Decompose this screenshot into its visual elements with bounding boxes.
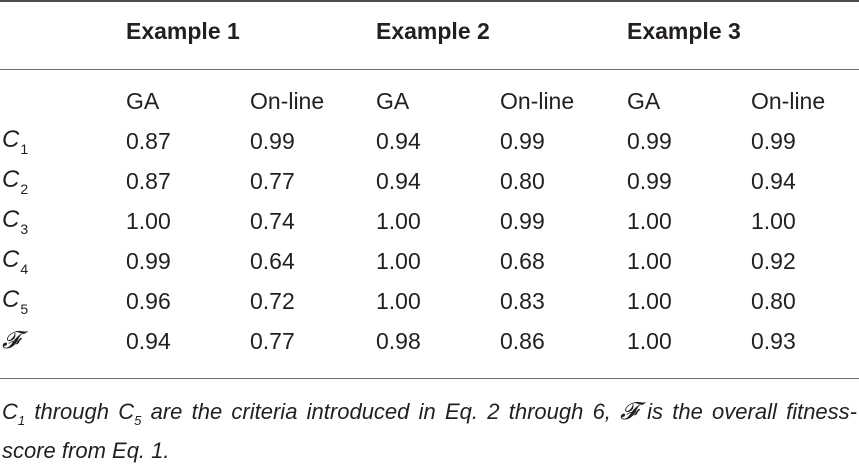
table-top-rule (0, 0, 859, 2)
table-cell: 0.94 (376, 168, 421, 194)
header-rule (0, 69, 859, 70)
row-label-subscript: 5 (20, 301, 29, 317)
table-cell: 1.00 (627, 248, 672, 274)
row-label-symbol: C (2, 126, 20, 153)
table-cell: 1.00 (627, 328, 672, 354)
table-cell: 1.00 (126, 208, 171, 234)
table-cell: 1.00 (627, 208, 672, 234)
footnote-f-symbol: 𝓕 (620, 397, 638, 425)
table-cell: 0.99 (126, 248, 171, 274)
table-cell: 1.00 (376, 288, 421, 314)
footnote-through: through (25, 399, 119, 424)
table-cell: 0.80 (751, 288, 796, 314)
row-label-5: C5 (2, 286, 28, 323)
table-cell: 1.00 (627, 288, 672, 314)
footnote-text-1: are the criteria introduced in Eq. 2 thr… (141, 399, 621, 424)
row-label-1: C1 (2, 126, 28, 163)
row-label-subscript: 3 (20, 221, 29, 237)
table-cell: 0.64 (250, 248, 295, 274)
table-bottom-rule (0, 378, 859, 379)
row-label-symbol: C (2, 166, 20, 193)
header-example-1: Example 1 (126, 18, 240, 44)
table-cell: 0.74 (250, 208, 295, 234)
table-cell: 1.00 (376, 248, 421, 274)
row-label-subscript: 2 (20, 181, 29, 197)
table-cell: 0.94 (126, 328, 171, 354)
table-cell: 0.72 (250, 288, 295, 314)
row-label-subscript: 4 (20, 261, 29, 277)
footnote-c1-sub: 1 (17, 413, 26, 428)
table-cell: 0.92 (751, 248, 796, 274)
table-cell: 0.99 (627, 168, 672, 194)
table-cell: 0.98 (376, 328, 421, 354)
table-cell: 0.86 (500, 328, 545, 354)
row-label-symbol: C (2, 206, 20, 233)
table-cell: 0.99 (627, 128, 672, 154)
table-cell: 0.80 (500, 168, 545, 194)
table-cell: 0.77 (250, 168, 295, 194)
row-label-symbol: C (2, 286, 20, 313)
header-example-3: Example 3 (627, 18, 741, 44)
header-example-2: Example 2 (376, 18, 490, 44)
table-cell: 0.87 (126, 168, 171, 194)
row-label-subscript: 1 (20, 141, 29, 157)
row-label-2: C2 (2, 166, 28, 203)
subheader-5: GA (627, 88, 661, 114)
subheader-3: GA (376, 88, 410, 114)
table-footnote: C1 through C5 are the criteria introduce… (2, 396, 857, 466)
table-cell: 0.99 (500, 208, 545, 234)
row-label-6: 𝓕 (2, 326, 20, 355)
subheader-4: On-line (500, 88, 575, 114)
table-cell: 0.99 (250, 128, 295, 154)
table-cell: 0.94 (751, 168, 796, 194)
row-label-symbol: C (2, 246, 20, 273)
table-cell: 0.68 (500, 248, 545, 274)
subheader-2: On-line (250, 88, 325, 114)
table-cell: 1.00 (751, 208, 796, 234)
table-cell: 0.83 (500, 288, 545, 314)
footnote-c5: C (118, 399, 135, 424)
subheader-1: GA (126, 88, 160, 114)
subheader-6: On-line (751, 88, 826, 114)
table-cell: 1.00 (376, 208, 421, 234)
table-cell: 0.96 (126, 288, 171, 314)
table-cell: 0.94 (376, 128, 421, 154)
row-label-4: C4 (2, 246, 28, 283)
footnote-c1: C (2, 399, 18, 424)
table-cell: 0.87 (126, 128, 171, 154)
footnote-c5-sub: 5 (134, 413, 142, 428)
table-cell: 0.77 (250, 328, 295, 354)
table-cell: 0.93 (751, 328, 796, 354)
table-cell: 0.99 (500, 128, 545, 154)
table-cell: 0.99 (751, 128, 796, 154)
row-label-3: C3 (2, 206, 28, 243)
row-label-symbol: 𝓕 (2, 326, 20, 354)
